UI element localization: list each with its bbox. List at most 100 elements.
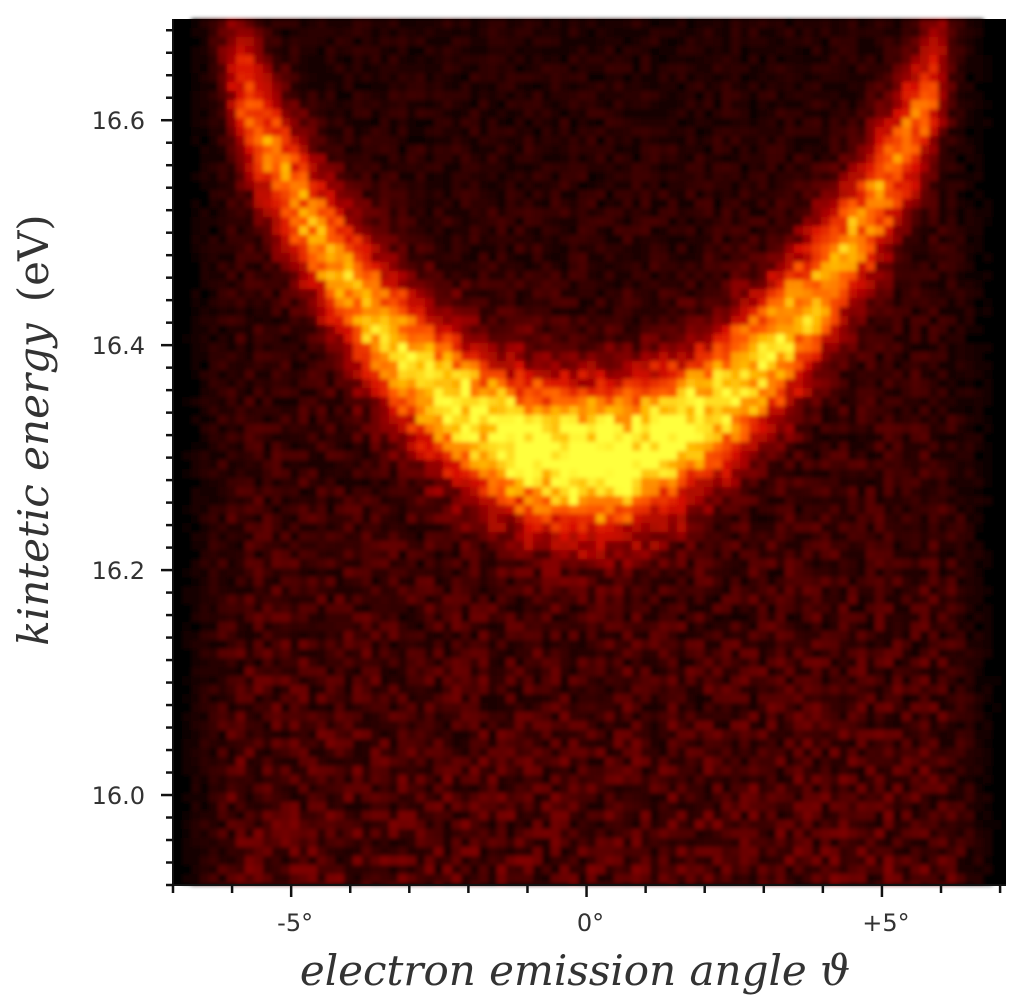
heatmap-cell: [758, 55, 768, 65]
heatmap-cell: [371, 514, 381, 524]
heatmap-cell: [785, 334, 795, 344]
heatmap-cell: [794, 352, 804, 362]
heatmap-cell: [938, 127, 948, 137]
heatmap-cell: [866, 469, 876, 479]
heatmap-cell: [497, 226, 507, 236]
heatmap-cell: [776, 217, 786, 227]
heatmap-cell: [740, 172, 750, 182]
heatmap-cell: [749, 433, 759, 443]
heatmap-cell: [857, 343, 867, 353]
heatmap-cell: [740, 514, 750, 524]
heatmap-cell: [389, 442, 399, 452]
heatmap-cell: [695, 244, 705, 254]
heatmap-cell: [839, 244, 849, 254]
heatmap-cell: [533, 370, 543, 380]
heatmap-cell: [704, 505, 714, 515]
heatmap-cell: [821, 64, 831, 74]
heatmap-cell: [785, 244, 795, 254]
heatmap-cell: [416, 325, 426, 335]
heatmap-cell: [434, 163, 444, 173]
heatmap-cell: [389, 307, 399, 317]
heatmap-cell: [407, 253, 417, 263]
heatmap-cell: [551, 307, 561, 317]
heatmap-cell: [614, 451, 624, 461]
heatmap-cell: [578, 253, 588, 263]
heatmap-cell: [794, 406, 804, 416]
heatmap-cell: [389, 262, 399, 272]
heatmap-cell: [425, 514, 435, 524]
heatmap-cell: [335, 316, 345, 326]
heatmap-cell: [263, 163, 273, 173]
heatmap-cell: [641, 280, 651, 290]
heatmap-cell: [767, 190, 777, 200]
heatmap-cell: [614, 397, 624, 407]
heatmap-cell: [290, 28, 300, 38]
heatmap-cell: [830, 415, 840, 425]
heatmap-cell: [200, 91, 210, 101]
heatmap-cell: [407, 235, 417, 245]
heatmap-cell: [443, 280, 453, 290]
heatmap-cell: [209, 325, 219, 335]
heatmap-cell: [965, 235, 975, 245]
heatmap-cell: [956, 145, 966, 155]
heatmap-cell: [479, 397, 489, 407]
heatmap-cell: [389, 523, 399, 533]
heatmap-cell: [803, 244, 813, 254]
heatmap-cell: [353, 352, 363, 362]
heatmap-cell: [380, 406, 390, 416]
heatmap-cell: [506, 460, 516, 470]
heatmap-cell: [407, 307, 417, 317]
heatmap-cell: [848, 91, 858, 101]
heatmap-cell: [704, 118, 714, 128]
heatmap-cell: [803, 478, 813, 488]
heatmap-cell: [200, 460, 210, 470]
heatmap-cell: [317, 46, 327, 56]
heatmap-cell: [380, 442, 390, 452]
heatmap-cell: [560, 487, 570, 497]
heatmap-cell: [281, 496, 291, 506]
heatmap-cell: [272, 46, 282, 56]
heatmap-cell: [254, 154, 264, 164]
heatmap-cell: [641, 262, 651, 272]
heatmap-cell: [713, 343, 723, 353]
heatmap-cell: [740, 307, 750, 317]
heatmap-cell: [704, 370, 714, 380]
heatmap-cell: [200, 442, 210, 452]
heatmap-cell: [875, 109, 885, 119]
heatmap-cell: [452, 244, 462, 254]
heatmap-cell: [785, 109, 795, 119]
heatmap-cell: [479, 469, 489, 479]
heatmap-cell: [191, 307, 201, 317]
heatmap-cell: [650, 424, 660, 434]
heatmap-cell: [236, 415, 246, 425]
heatmap-cell: [506, 478, 516, 488]
heatmap-cell: [839, 226, 849, 236]
heatmap-cell: [785, 289, 795, 299]
heatmap-cell: [371, 163, 381, 173]
heatmap-cell: [812, 127, 822, 137]
heatmap-cell: [866, 118, 876, 128]
heatmap-cell: [209, 379, 219, 389]
heatmap-cell: [209, 298, 219, 308]
heatmap-cell: [353, 73, 363, 83]
heatmap-cell: [821, 127, 831, 137]
heatmap-cell: [200, 415, 210, 425]
heatmap-cell: [974, 73, 984, 83]
heatmap-cell: [677, 343, 687, 353]
heatmap-cell: [470, 244, 480, 254]
heatmap-cell: [191, 469, 201, 479]
heatmap-cell: [650, 361, 660, 371]
heatmap-cell: [200, 109, 210, 119]
heatmap-cell: [533, 334, 543, 344]
heatmap-cell: [938, 19, 948, 29]
heatmap-cell: [272, 433, 282, 443]
heatmap-cell: [830, 298, 840, 308]
heatmap-cell: [884, 289, 894, 299]
heatmap-cell: [344, 46, 354, 56]
heatmap-cell: [938, 334, 948, 344]
heatmap-cell: [470, 496, 480, 506]
heatmap-cell: [641, 460, 651, 470]
heatmap-cell: [686, 460, 696, 470]
heatmap-cell: [560, 73, 570, 83]
heatmap-cell: [398, 46, 408, 56]
